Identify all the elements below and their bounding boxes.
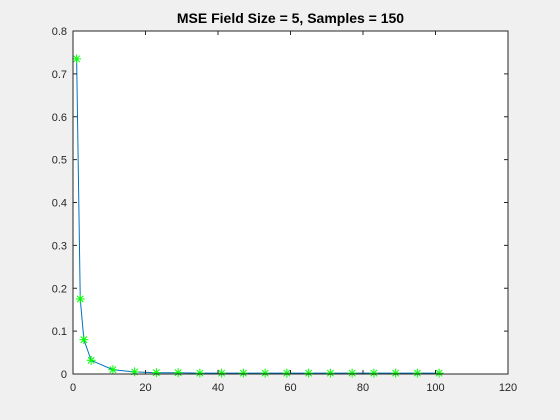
axes-background <box>73 31 508 374</box>
x-tick-label: 80 <box>357 382 369 394</box>
data-point-marker <box>304 368 314 378</box>
data-point-marker <box>130 367 140 377</box>
y-tick-label: 0 <box>61 369 67 381</box>
x-axis-ticks: 0 20 40 60 80 100 120 <box>70 31 517 394</box>
data-point-marker <box>412 368 422 378</box>
y-tick-label: 0.7 <box>52 69 67 81</box>
data-point-marker <box>391 368 401 378</box>
data-point-marker <box>217 368 227 378</box>
data-point-marker <box>75 294 85 304</box>
data-point-marker <box>86 355 96 365</box>
x-tick-label: 60 <box>284 382 296 394</box>
data-point-marker <box>72 54 82 64</box>
data-point-marker <box>79 335 89 345</box>
y-axis-ticks: 0 0.1 0.2 0.3 0.4 0.5 0.6 0.7 0.8 <box>52 26 508 381</box>
y-tick-label: 0.1 <box>52 326 67 338</box>
y-tick-label: 0.4 <box>52 198 67 210</box>
y-tick-label: 0.5 <box>52 155 67 167</box>
x-tick-label: 20 <box>139 382 151 394</box>
y-tick-label: 0.6 <box>52 112 67 124</box>
x-tick-label: 100 <box>426 382 444 394</box>
data-point-marker <box>434 368 444 378</box>
data-point-marker <box>173 368 183 378</box>
y-tick-label: 0.8 <box>52 26 67 38</box>
chart-title: MSE Field Size = 5, Samples = 150 <box>177 10 404 26</box>
data-point-marker <box>151 368 161 378</box>
x-tick-label: 120 <box>499 382 517 394</box>
series-layer <box>72 54 444 378</box>
data-point-marker <box>282 368 292 378</box>
data-point-marker <box>195 368 205 378</box>
y-tick-label: 0.2 <box>52 283 67 295</box>
data-point-marker <box>369 368 379 378</box>
data-point-marker <box>108 365 118 375</box>
data-point-marker <box>238 368 248 378</box>
y-tick-label: 0.3 <box>52 240 67 252</box>
data-point-marker <box>347 368 357 378</box>
x-tick-label: 0 <box>70 382 76 394</box>
data-point-marker <box>260 368 270 378</box>
x-tick-label: 40 <box>212 382 224 394</box>
data-point-marker <box>325 368 335 378</box>
